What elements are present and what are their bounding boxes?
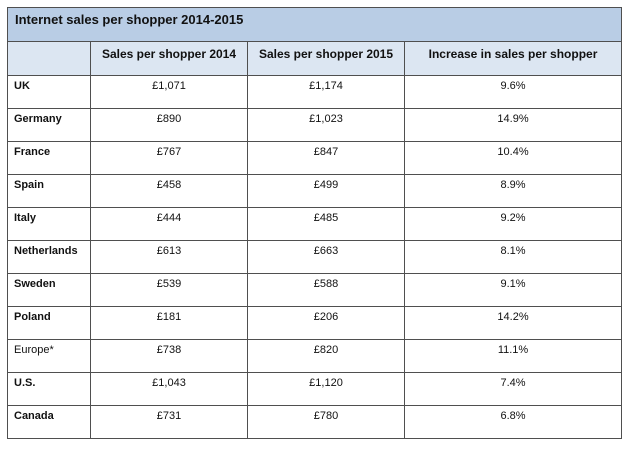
country-cell: U.S. bbox=[7, 372, 91, 406]
country-cell: Italy bbox=[7, 207, 91, 241]
table-row: Italy £444 £485 9.2% bbox=[7, 207, 623, 241]
table-title: Internet sales per shopper 2014-2015 bbox=[6, 7, 623, 42]
column-header-sales-2014: Sales per shopper 2014 bbox=[90, 41, 248, 76]
sales-2015-cell: £780 bbox=[247, 405, 405, 439]
sales-2015-cell: £206 bbox=[247, 306, 405, 340]
sales-2015-cell: £663 bbox=[247, 240, 405, 274]
country-cell: France bbox=[7, 141, 91, 175]
country-cell: Sweden bbox=[7, 273, 91, 307]
table-row: Europe* £738 £820 11.1% bbox=[7, 339, 623, 373]
column-header-increase: Increase in sales per shopper bbox=[403, 41, 623, 76]
sales-2015-cell: £485 bbox=[247, 207, 405, 241]
sales-2014-cell: £890 bbox=[90, 108, 248, 142]
column-header-sales-2015: Sales per shopper 2015 bbox=[247, 41, 405, 76]
table-row: France £767 £847 10.4% bbox=[7, 141, 623, 175]
country-cell: Netherlands bbox=[7, 240, 91, 274]
sales-2014-cell: £458 bbox=[90, 174, 248, 208]
sales-2014-cell: £1,071 bbox=[90, 75, 248, 109]
column-header-country bbox=[7, 41, 91, 76]
country-cell: Poland bbox=[7, 306, 91, 340]
increase-cell: 8.9% bbox=[403, 174, 623, 208]
table-row: Canada £731 £780 6.8% bbox=[7, 405, 623, 439]
country-cell: UK bbox=[7, 75, 91, 109]
increase-cell: 6.8% bbox=[403, 405, 623, 439]
sales-2014-cell: £444 bbox=[90, 207, 248, 241]
sales-2015-cell: £820 bbox=[247, 339, 405, 373]
sales-2014-cell: £613 bbox=[90, 240, 248, 274]
sales-table: Internet sales per shopper 2014-2015 Sal… bbox=[6, 7, 623, 439]
table-row: Sweden £539 £588 9.1% bbox=[7, 273, 623, 307]
sales-2015-cell: £1,174 bbox=[247, 75, 405, 109]
sales-2014-cell: £539 bbox=[90, 273, 248, 307]
country-cell: Canada bbox=[7, 405, 91, 439]
increase-cell: 9.6% bbox=[403, 75, 623, 109]
header-row: Sales per shopper 2014 Sales per shopper… bbox=[7, 41, 623, 76]
increase-cell: 9.2% bbox=[403, 207, 623, 241]
sales-2014-cell: £1,043 bbox=[90, 372, 248, 406]
sales-2015-cell: £1,120 bbox=[247, 372, 405, 406]
sales-2014-cell: £181 bbox=[90, 306, 248, 340]
sales-2014-cell: £731 bbox=[90, 405, 248, 439]
sales-2015-cell: £588 bbox=[247, 273, 405, 307]
increase-cell: 14.2% bbox=[403, 306, 623, 340]
table-row: Poland £181 £206 14.2% bbox=[7, 306, 623, 340]
sales-2015-cell: £847 bbox=[247, 141, 405, 175]
increase-cell: 11.1% bbox=[403, 339, 623, 373]
title-row: Internet sales per shopper 2014-2015 bbox=[6, 7, 623, 42]
increase-cell: 14.9% bbox=[403, 108, 623, 142]
sales-2015-cell: £1,023 bbox=[247, 108, 405, 142]
sales-2014-cell: £738 bbox=[90, 339, 248, 373]
country-cell: Germany bbox=[7, 108, 91, 142]
sales-2015-cell: £499 bbox=[247, 174, 405, 208]
table-row: Netherlands £613 £663 8.1% bbox=[7, 240, 623, 274]
sales-2014-cell: £767 bbox=[90, 141, 248, 175]
increase-cell: 8.1% bbox=[403, 240, 623, 274]
table-row: Germany £890 £1,023 14.9% bbox=[7, 108, 623, 142]
table-row: UK £1,071 £1,174 9.6% bbox=[7, 75, 623, 109]
increase-cell: 7.4% bbox=[403, 372, 623, 406]
increase-cell: 9.1% bbox=[403, 273, 623, 307]
table-row: U.S. £1,043 £1,120 7.4% bbox=[7, 372, 623, 406]
increase-cell: 10.4% bbox=[403, 141, 623, 175]
table-row: Spain £458 £499 8.9% bbox=[7, 174, 623, 208]
country-cell: Europe* bbox=[7, 339, 91, 373]
country-cell: Spain bbox=[7, 174, 91, 208]
